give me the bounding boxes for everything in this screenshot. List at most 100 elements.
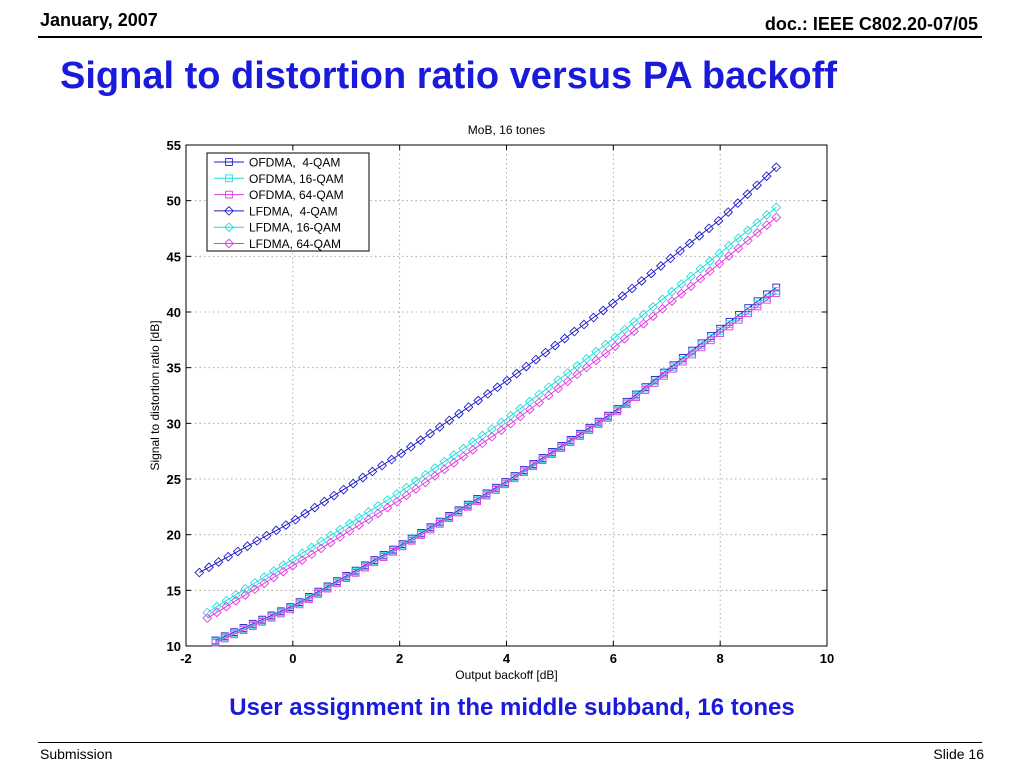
x-axis-label: Output backoff [dB]	[455, 668, 558, 682]
series-6-marker	[667, 296, 677, 307]
series-4-marker	[723, 207, 734, 218]
series-5-marker	[249, 578, 260, 588]
series-3-marker	[735, 315, 743, 324]
series-6-marker	[249, 584, 260, 595]
footer-slide-number: Slide 16	[933, 746, 984, 762]
series-4-marker	[271, 525, 282, 536]
series-3-marker	[501, 480, 510, 489]
series-3-marker	[520, 468, 528, 477]
y-tick-label: 25	[167, 472, 181, 487]
series-3-marker	[398, 542, 407, 551]
series-4-marker	[319, 496, 330, 507]
series-3-marker	[473, 497, 481, 506]
series-5-marker	[638, 309, 649, 320]
series-6-marker	[723, 251, 734, 261]
series-3-marker	[753, 302, 762, 311]
series-5-marker	[733, 233, 744, 244]
series-6-marker	[648, 311, 658, 322]
series-6-marker	[572, 369, 583, 380]
series-3-marker	[716, 329, 725, 338]
series-6-marker	[619, 333, 630, 344]
header-doc-id: doc.: IEEE C802.20-07/05	[764, 14, 978, 34]
series-5-marker	[363, 506, 374, 517]
series-5-marker	[439, 456, 450, 467]
series-3-marker	[510, 474, 519, 483]
series-4-marker	[232, 546, 243, 557]
series-5-marker	[240, 583, 251, 594]
series-3-marker	[314, 590, 323, 598]
series-4-marker	[434, 422, 445, 432]
series-4-marker	[684, 238, 695, 249]
series-6-marker	[534, 397, 545, 408]
series-5-marker	[325, 530, 336, 541]
series-5-marker	[221, 595, 232, 606]
series-4-marker	[415, 435, 426, 446]
legend-label-5: LFDMA, 16-QAM	[249, 221, 341, 235]
series-5-marker	[316, 536, 327, 547]
series-line-4	[199, 166, 777, 573]
series-6-marker	[240, 590, 251, 600]
series-5-marker	[306, 542, 317, 553]
series-5-marker	[686, 271, 696, 282]
series-5-marker	[752, 217, 763, 228]
series-3-marker	[417, 531, 425, 539]
series-6-marker	[221, 601, 232, 612]
series-5-marker	[704, 256, 715, 267]
series-3-marker	[650, 379, 659, 387]
series-3-marker	[286, 605, 295, 614]
series-6-marker	[363, 514, 374, 525]
series-3-marker	[706, 336, 715, 345]
series-5-marker	[354, 512, 364, 523]
y-tick-label: 30	[167, 416, 181, 431]
series-5-marker	[401, 482, 412, 493]
series-3-marker	[548, 450, 556, 458]
series-6-marker	[344, 526, 355, 536]
series-3-marker	[744, 309, 753, 317]
series-3-marker	[267, 613, 276, 622]
series-6-marker	[467, 444, 478, 455]
series-4-marker	[357, 472, 368, 483]
series-3-marker	[622, 400, 631, 409]
series-6-marker	[411, 484, 421, 494]
header-date: January, 2007	[40, 10, 158, 30]
series-6-marker	[771, 212, 782, 223]
series-4-marker	[569, 326, 580, 337]
series-6-marker	[430, 471, 440, 481]
series-4-marker	[396, 448, 407, 459]
plot-frame	[185, 144, 828, 647]
series-4-marker	[194, 567, 205, 578]
series-3-marker	[276, 609, 285, 618]
series-5-marker	[761, 210, 772, 220]
series-3-marker	[463, 503, 472, 511]
series-4-marker	[300, 508, 311, 519]
series-5-marker	[373, 501, 383, 511]
series-4-marker	[752, 180, 762, 191]
series-3-marker	[445, 514, 453, 523]
series-3-marker	[763, 295, 771, 304]
series-3-marker	[566, 438, 575, 446]
series-5-marker	[230, 589, 241, 600]
series-4-marker	[242, 541, 253, 552]
series-3-marker	[725, 322, 734, 331]
series-4-marker	[694, 230, 705, 241]
series-6-marker	[524, 404, 535, 415]
series-6-marker	[306, 549, 317, 560]
legend-marker-1	[225, 158, 233, 166]
series-4-marker	[559, 333, 570, 344]
series-5-marker	[486, 424, 497, 434]
series-6-marker	[600, 348, 611, 359]
legend-marker-4	[224, 206, 234, 216]
series-5-marker	[496, 417, 507, 428]
series-4-marker	[367, 466, 378, 477]
series-4-marker	[492, 382, 503, 393]
series-6-marker	[392, 496, 402, 507]
series-3-marker	[678, 357, 687, 366]
series-5-marker	[211, 601, 222, 612]
footer-left: Submission	[40, 746, 113, 762]
legend-label-6: LFDMA, 64-QAM	[249, 237, 341, 251]
series-4-marker	[550, 340, 560, 351]
x-tick-label: 6	[610, 651, 617, 666]
y-tick-label: 35	[167, 361, 181, 376]
x-tick-label: 4	[503, 651, 511, 666]
series-3-marker	[594, 420, 603, 428]
